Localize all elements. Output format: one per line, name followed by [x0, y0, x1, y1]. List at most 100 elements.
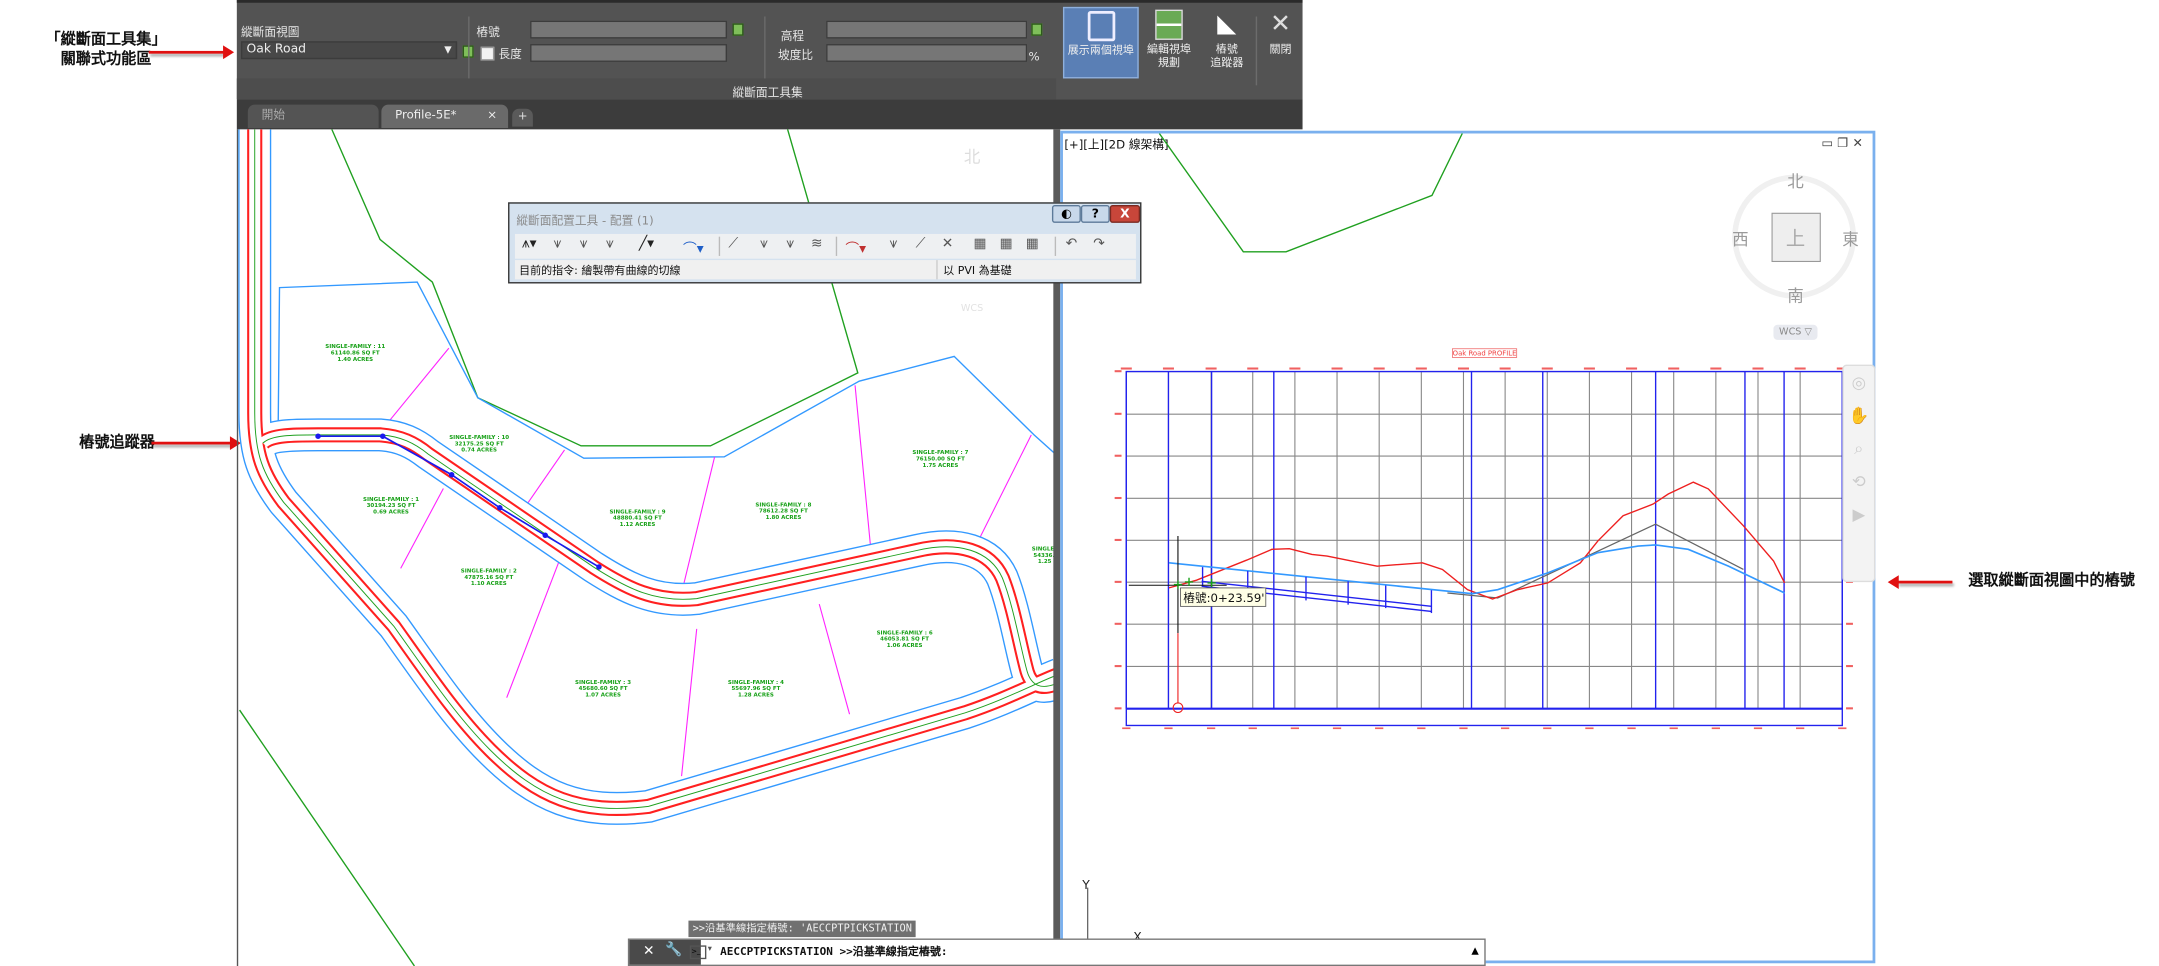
compass-west[interactable]: 西: [1732, 229, 1749, 250]
select-pvi-icon[interactable]: ⩛: [889, 236, 898, 252]
station-tick-label: [1753, 727, 1763, 730]
select-entity-icon[interactable]: ⟋: [915, 236, 926, 252]
compass-east[interactable]: 東: [1842, 229, 1859, 250]
viewport-controls-label[interactable]: [+][上][2D 線架構]: [1064, 138, 1169, 153]
station-tracker-button[interactable]: ◣ 樁號 追蹤器: [1198, 7, 1256, 79]
station-tick-label: [1585, 727, 1594, 730]
edit-grid-icon[interactable]: ▦: [999, 236, 1013, 252]
raise-lower-pvi-icon[interactable]: ⩛: [786, 236, 794, 252]
insert-pvi-icon[interactable]: ⩛: [553, 236, 562, 252]
redo-icon[interactable]: ↷: [1093, 236, 1105, 252]
orbit-icon[interactable]: ⟲: [1851, 472, 1866, 492]
elevation-field[interactable]: [826, 20, 1028, 39]
tangent-curve-icon[interactable]: ⩚▾: [521, 236, 537, 252]
station-tick-label: [1459, 727, 1468, 730]
parcel-label: SINGLE-FAMILY : 1: [363, 497, 419, 503]
copy-profile-icon[interactable]: ≋: [810, 236, 823, 252]
dialog-title: 縱斷面配置工具 - 配置 (1): [516, 214, 654, 229]
annotation-arrow-tracker: [151, 436, 241, 450]
station-tick-label: [1247, 367, 1259, 370]
close-tools-button[interactable]: ✕ 關閉: [1261, 7, 1300, 79]
edit-pvi-icon[interactable]: ⩛: [760, 236, 768, 252]
profile-viewport[interactable]: [+][上][2D 線架構] ▭❐✕ 樁號:0+23.59' Oak Road P…: [1060, 130, 1876, 964]
pan-icon[interactable]: ✋: [1848, 405, 1870, 426]
free-vertical-curve-icon[interactable]: ⌒▾: [845, 242, 867, 258]
delete-entity-icon[interactable]: ✕: [941, 236, 954, 252]
grade-field[interactable]: [826, 44, 1028, 62]
command-history-toggle[interactable]: ▲: [1471, 945, 1479, 957]
station-tooltip: [1180, 587, 1267, 607]
entity-grid-icon[interactable]: ▦: [1025, 236, 1039, 252]
profile-title: Oak Road PROFILE: [1453, 349, 1517, 357]
mode-selector[interactable]: 以 PVI 為基礎: [943, 264, 1012, 277]
command-prompt-icon[interactable]: >_: [689, 945, 707, 960]
draw-line-icon[interactable]: ╱▾: [638, 236, 655, 252]
plan-view[interactable]: SINGLE-FAMILY : 11 61140.86 SQ FT 1.40 ACR…: [236, 129, 1055, 966]
navigation-bar[interactable]: ◎ ✋ ⌕ ⟲ ▶: [1842, 364, 1876, 583]
delete-pvi-icon[interactable]: ⩛: [579, 236, 588, 252]
customize-wrench-icon[interactable]: 🔧: [665, 942, 683, 958]
station-tick-label: [1290, 727, 1300, 730]
length-field[interactable]: [530, 44, 728, 62]
profile-layout-tools-dialog[interactable]: 縱斷面配置工具 - 配置 (1) ◐ ? X ⩚▾ ⩛ ⩛ ⩛ ╱▾ ⌒▾ ⟋ ⩛ ⩛ ≋ ⌒▾ ⩛ ⟋…: [508, 202, 1142, 284]
compass-south[interactable]: 南: [1787, 286, 1804, 306]
profile-view-dropdown[interactable]: Oak Road ▼: [240, 41, 458, 60]
close-command-icon[interactable]: ✕: [643, 944, 655, 960]
station-tick-label: [1162, 367, 1174, 370]
viewport-window-controls[interactable]: ▭❐✕: [1821, 138, 1867, 152]
parcel-label: 1.06 ACRES: [887, 643, 923, 649]
station-tick-label: [1375, 727, 1384, 730]
help-button[interactable]: ?: [1080, 205, 1110, 223]
chevron-down-icon: ▼: [444, 44, 452, 56]
boundary-line: [1158, 133, 1463, 253]
station-tick-label: [1417, 727, 1426, 730]
compass-north[interactable]: 北: [1787, 172, 1804, 192]
showmotion-icon[interactable]: ▶: [1852, 505, 1866, 525]
dialog-close-button[interactable]: X: [1109, 205, 1141, 223]
steering-wheel-icon[interactable]: ◎: [1851, 372, 1867, 393]
tab-start[interactable]: 開始: [247, 104, 379, 128]
close-viewport-icon[interactable]: ✕: [1852, 137, 1868, 152]
convert-icon[interactable]: ⟋: [728, 236, 739, 252]
station-tooltip-text: 樁號:0+23.59': [1183, 591, 1264, 605]
parcel-label: 78612.28 SQ FT: [759, 509, 808, 515]
road-layer: [254, 129, 1055, 809]
tab-close-icon[interactable]: ×: [487, 108, 498, 123]
restore-icon[interactable]: ❐: [1837, 137, 1853, 152]
tab-profile[interactable]: Profile-5E* ×: [381, 104, 509, 128]
wcs-menu[interactable]: WCS ▽: [1773, 324, 1818, 340]
station-tick-label: [1331, 367, 1343, 370]
station-tick-label: [1332, 727, 1342, 730]
length-checkbox[interactable]: [480, 46, 495, 61]
edit-viewport-button[interactable]: 編輯視埠 規劃: [1140, 7, 1198, 79]
elevation-tick-label: [1114, 412, 1122, 415]
viewport-splitter[interactable]: [1053, 129, 1061, 966]
undo-icon[interactable]: ↶: [1065, 236, 1078, 252]
elevation-label: 高程: [780, 30, 805, 45]
new-tab-button[interactable]: +: [512, 108, 533, 127]
parcel-label: 46053.81 SQ FT: [880, 637, 929, 643]
zoom-icon[interactable]: ⌕: [1854, 438, 1864, 459]
elevation-tick-label: [1114, 622, 1122, 625]
station-tick-label: [1248, 727, 1257, 730]
station-field[interactable]: [530, 20, 728, 39]
command-line[interactable]: ✕ 🔧 >_ ▾ AECCPTPICKSTATION >>沿基準線指定樁號: ▲: [627, 938, 1486, 966]
pick-elevation-icon[interactable]: [1031, 23, 1043, 36]
chevron-down-icon[interactable]: ▾: [707, 944, 712, 954]
parcel-label: 1.10 ACRES: [471, 581, 507, 587]
existing-ground-profile: [1168, 481, 1786, 600]
station-tick-label: [1669, 727, 1678, 730]
grid-view-icon[interactable]: ▦: [973, 236, 987, 252]
show-two-viewports-button[interactable]: 展示兩個視埠: [1062, 6, 1139, 79]
minimize-icon[interactable]: ▭: [1821, 137, 1838, 152]
pick-station-icon[interactable]: [732, 23, 744, 36]
command-input[interactable]: AECCPTPICKSTATION >>沿基準線指定樁號:: [720, 945, 948, 958]
pin-icon[interactable]: ◐: [1051, 205, 1081, 223]
pvi-grip: [1207, 578, 1216, 588]
move-pvi-icon[interactable]: ⩛: [605, 236, 614, 252]
viewcube: [1771, 212, 1821, 263]
viewcube-top-face[interactable]: 上: [1785, 228, 1806, 251]
command-grip[interactable]: ✕ 🔧: [629, 939, 701, 965]
profile-band-line: [1201, 580, 1432, 607]
draw-curve-icon[interactable]: ⌒▾: [682, 242, 704, 258]
